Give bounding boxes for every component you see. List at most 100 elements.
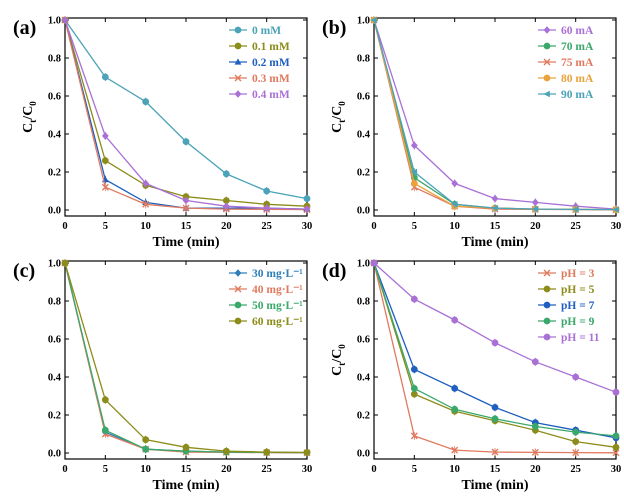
legend-marker <box>543 333 551 341</box>
data-point <box>491 339 499 347</box>
data-point <box>182 138 190 146</box>
x-axis-title: Time (min) <box>461 478 528 493</box>
x-tick-label: 30 <box>302 221 313 232</box>
y-tick-label: 0.2 <box>357 168 370 179</box>
x-tick-label: 5 <box>103 464 108 475</box>
legend-marker <box>543 269 551 277</box>
data-point <box>101 396 109 404</box>
panel-label: (a) <box>13 17 36 39</box>
data-point <box>410 432 418 440</box>
legend-marker <box>234 90 242 98</box>
y-tick-label: 0.2 <box>48 168 61 179</box>
data-point <box>451 179 459 188</box>
series-5 <box>370 16 619 214</box>
data-point <box>612 432 620 440</box>
y-axis-title: Ct/C0 <box>330 101 347 133</box>
y-tick-label: 0.0 <box>48 206 61 217</box>
y-tick-label: 0.6 <box>48 335 61 346</box>
x-tick-label: 20 <box>221 221 232 232</box>
data-point <box>572 206 579 213</box>
x-tick-label: 5 <box>412 464 417 475</box>
x-tick-label: 30 <box>302 464 313 475</box>
legend-label: pH = 7 <box>561 300 595 312</box>
legend-label: 0.1 mM <box>252 41 290 53</box>
x-tick-label: 0 <box>371 464 376 475</box>
x-axis-title: Time (min) <box>461 235 528 250</box>
y-tick-label: 0.4 <box>48 373 62 384</box>
x-tick-label: 15 <box>490 464 501 475</box>
y-tick-label: 0.0 <box>357 449 370 460</box>
data-point <box>612 388 620 396</box>
y-tick-label: 0.0 <box>48 449 61 460</box>
data-point <box>142 200 150 208</box>
data-point <box>370 16 377 24</box>
data-point <box>370 259 378 267</box>
series-4 <box>61 259 311 457</box>
x-tick-label: 0 <box>62 221 67 232</box>
data-point <box>182 204 190 212</box>
legend-marker <box>234 42 242 50</box>
data-point <box>410 179 418 187</box>
data-point <box>410 384 418 392</box>
x-tick-label: 25 <box>261 464 272 475</box>
x-axis-title: Time (min) <box>152 235 219 250</box>
x-tick-label: 15 <box>181 221 192 232</box>
data-point <box>491 415 499 423</box>
data-point <box>263 204 271 212</box>
panel-label: (c) <box>13 260 35 282</box>
data-point <box>451 446 459 454</box>
data-point <box>303 449 311 456</box>
data-point <box>451 384 459 392</box>
x-tick-label: 20 <box>221 464 232 475</box>
legend-marker <box>543 58 551 66</box>
legend-label: 70 mA <box>561 41 594 53</box>
series-5 <box>370 259 620 396</box>
legend-label: 50 mg·L⁻¹ <box>252 300 303 312</box>
panel-3: 0 5 10 15 20 25 30 0.0 0.2 0.4 0.6 0.8 1.0 Time (min)… <box>13 259 312 494</box>
data-point <box>612 206 619 213</box>
panel-4: 0 5 10 15 20 25 30 0.0 0.2 0.4 0.6 0.8 1.0 Time (min)… <box>322 259 621 494</box>
data-point <box>410 168 418 176</box>
data-point <box>101 73 109 81</box>
x-tick-label: 20 <box>530 464 541 475</box>
legend-label: 0.4 mM <box>252 89 290 101</box>
y-tick-label: 1.0 <box>48 259 61 270</box>
y-tick-label: 0.2 <box>48 411 61 422</box>
data-point <box>142 98 150 106</box>
panel-label: (b) <box>322 17 346 39</box>
legend: 0 mM 0.1 mM 0.2 mM 0.3 mM 0.4 mM <box>229 25 290 101</box>
y-tick-label: 0.2 <box>357 411 370 422</box>
y-tick-label: 0.6 <box>357 335 370 346</box>
data-point <box>572 428 580 436</box>
x-tick-label: 10 <box>140 221 151 232</box>
data-point <box>101 132 109 140</box>
legend-marker <box>234 26 242 34</box>
y-tick-label: 0.8 <box>357 54 370 65</box>
data-point <box>612 443 620 451</box>
y-tick-label: 0.8 <box>48 297 61 308</box>
legend-label: 75 mA <box>561 57 594 69</box>
data-point <box>222 447 230 455</box>
y-tick-label: 0.4 <box>357 373 371 384</box>
x-tick-label: 25 <box>570 464 581 475</box>
y-tick-label: 0.8 <box>48 54 61 65</box>
legend-marker <box>543 317 551 325</box>
legend: pH = 3 pH = 5 pH = 7 pH = 9 pH = 11 <box>538 268 600 344</box>
y-axis-title: Ct/C0 <box>330 344 347 376</box>
data-point <box>531 358 539 366</box>
legend-label: pH = 5 <box>561 284 595 296</box>
data-point <box>303 195 311 203</box>
legend-label: 0.2 mM <box>252 57 290 69</box>
x-tick-label: 5 <box>103 221 108 232</box>
legend-label: 60 mA <box>561 25 594 37</box>
legend-marker <box>234 285 242 293</box>
legend-marker <box>234 58 242 65</box>
y-tick-label: 0.0 <box>357 206 370 217</box>
legend-label: 30 mg·L⁻¹ <box>252 268 303 280</box>
data-point <box>101 157 109 165</box>
data-point <box>531 198 539 207</box>
legend-marker <box>543 42 551 50</box>
data-point <box>410 295 418 303</box>
data-point <box>531 448 539 456</box>
x-tick-label: 0 <box>62 464 67 475</box>
